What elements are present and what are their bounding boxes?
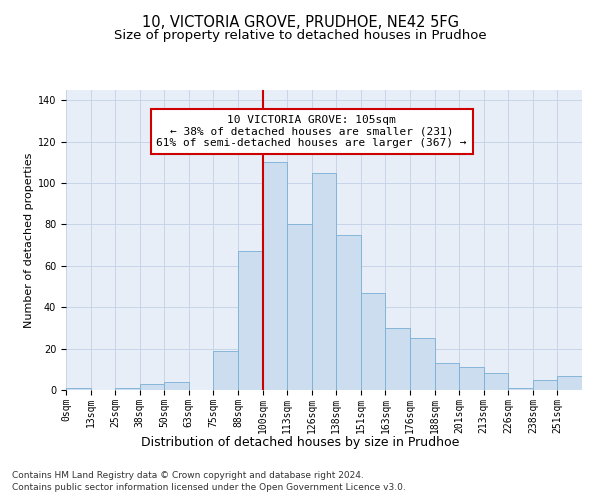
Text: 10, VICTORIA GROVE, PRUDHOE, NE42 5FG: 10, VICTORIA GROVE, PRUDHOE, NE42 5FG xyxy=(142,15,458,30)
Text: Distribution of detached houses by size in Prudhoe: Distribution of detached houses by size … xyxy=(141,436,459,449)
Bar xyxy=(263,162,287,390)
Text: Size of property relative to detached houses in Prudhoe: Size of property relative to detached ho… xyxy=(113,28,487,42)
Text: Contains public sector information licensed under the Open Government Licence v3: Contains public sector information licen… xyxy=(12,483,406,492)
Bar xyxy=(336,235,361,390)
Bar xyxy=(459,367,484,390)
Bar xyxy=(434,363,459,390)
Bar xyxy=(312,173,336,390)
Text: 10 VICTORIA GROVE: 105sqm
← 38% of detached houses are smaller (231)
61% of semi: 10 VICTORIA GROVE: 105sqm ← 38% of detac… xyxy=(157,115,467,148)
Bar xyxy=(484,374,508,390)
Bar xyxy=(508,388,533,390)
Bar xyxy=(214,350,238,390)
Bar xyxy=(410,338,434,390)
Text: Contains HM Land Registry data © Crown copyright and database right 2024.: Contains HM Land Registry data © Crown c… xyxy=(12,472,364,480)
Bar xyxy=(287,224,312,390)
Bar xyxy=(557,376,582,390)
Bar xyxy=(140,384,164,390)
Y-axis label: Number of detached properties: Number of detached properties xyxy=(23,152,34,328)
Bar xyxy=(361,293,385,390)
Bar xyxy=(115,388,140,390)
Bar xyxy=(164,382,189,390)
Bar xyxy=(385,328,410,390)
Bar xyxy=(66,388,91,390)
Bar xyxy=(238,252,263,390)
Bar xyxy=(533,380,557,390)
